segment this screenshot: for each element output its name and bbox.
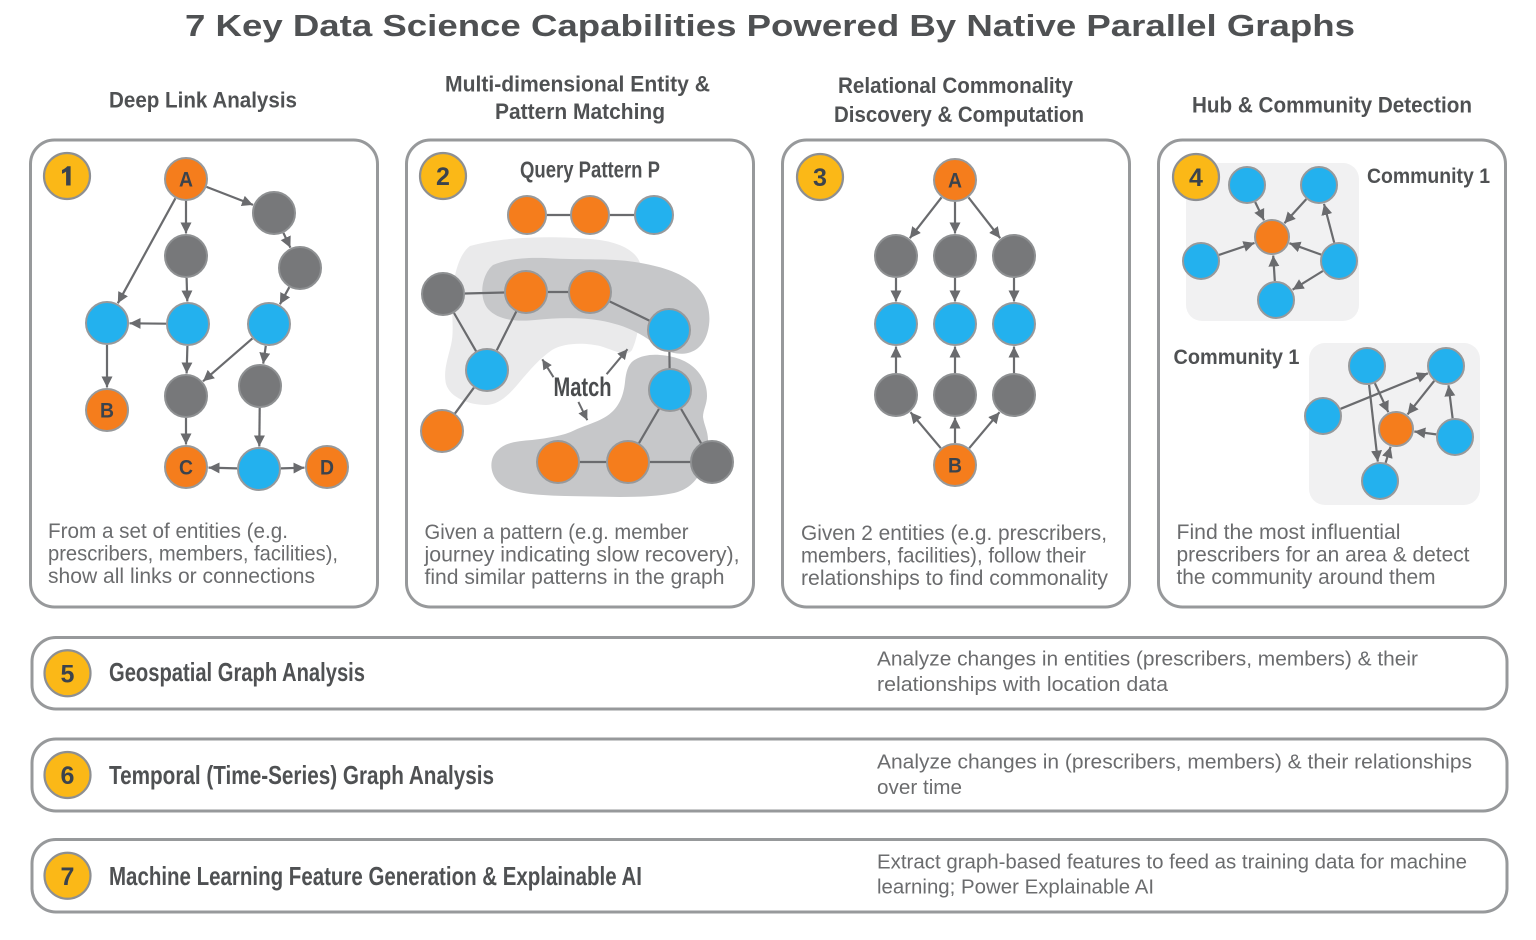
svg-text:B: B	[100, 400, 114, 423]
svg-text:Query Pattern P: Query Pattern P	[520, 157, 660, 183]
svg-text:C: C	[179, 457, 193, 480]
svg-text:Discovery & Computation: Discovery & Computation	[834, 102, 1084, 127]
svg-text:Extract graph-based features t: Extract graph-based features to feed as …	[877, 851, 1467, 874]
svg-text:Match: Match	[554, 372, 612, 402]
svg-text:From a set of entities (e.g.: From a set of entities (e.g.	[48, 520, 288, 543]
svg-text:Multi-dimensional Entity &: Multi-dimensional Entity &	[445, 72, 710, 97]
svg-text:3: 3	[813, 164, 827, 192]
svg-text:Pattern Matching: Pattern Matching	[495, 99, 665, 124]
svg-text:Relational Commonality: Relational Commonality	[838, 73, 1074, 98]
svg-text:5: 5	[61, 660, 75, 688]
svg-text:Community 1: Community 1	[1174, 346, 1300, 369]
svg-text:4: 4	[1189, 164, 1203, 192]
svg-text:7 Key Data Science Capabilitie: 7 Key Data Science Capabilities Powered …	[185, 8, 1355, 43]
svg-text:Machine Learning Feature Gener: Machine Learning Feature Generation & Ex…	[109, 861, 642, 891]
svg-text:Given a pattern (e.g. member: Given a pattern (e.g. member	[425, 521, 689, 544]
svg-text:Find the most influential: Find the most influential	[1177, 521, 1401, 544]
svg-text:show all links or connections: show all links or connections	[48, 565, 315, 588]
svg-text:prescribers for an area & det: prescribers for an area & detect	[1177, 544, 1470, 567]
svg-text:Hub & Community Detection: Hub & Community Detection	[1192, 93, 1472, 118]
svg-text:Community 1: Community 1	[1367, 165, 1490, 188]
svg-text:Analyze changes in (prescriber: Analyze changes in (prescribers, members…	[877, 751, 1472, 774]
svg-text:7: 7	[61, 863, 75, 891]
svg-text:D: D	[320, 457, 334, 480]
svg-text:relationships to find commonal: relationships to find commonality	[801, 567, 1108, 590]
svg-text:prescribers, members, faciliti: prescribers, members, facilities),	[48, 543, 338, 566]
svg-text:Analyze changes in entities (p: Analyze changes in entities (prescribers…	[877, 648, 1418, 671]
svg-text:2: 2	[436, 163, 450, 191]
svg-text:the community around them: the community around them	[1177, 566, 1436, 589]
svg-text:A: A	[179, 169, 193, 192]
svg-text:B: B	[948, 455, 962, 478]
svg-text:over time: over time	[877, 776, 962, 799]
svg-text:find similar patterns in the g: find similar patterns in the graph	[425, 566, 725, 589]
svg-text:Deep Link Analysis: Deep Link Analysis	[109, 88, 297, 113]
svg-text:relationships with location da: relationships with location data	[877, 673, 1169, 696]
svg-text:Given 2 entities (e.g. prescr: Given 2 entities (e.g. prescribers,	[801, 522, 1107, 545]
svg-text:6: 6	[61, 762, 75, 790]
svg-text:journey indicating slow recove: journey indicating slow recovery),	[423, 544, 739, 567]
svg-text:learning; Power Explainable AI: learning; Power Explainable AI	[877, 876, 1154, 899]
svg-text:A: A	[948, 170, 962, 193]
svg-text:members, facilities), follow t: members, facilities), follow their	[801, 545, 1086, 568]
svg-text:Geospatial Graph Analysis: Geospatial Graph Analysis	[109, 657, 365, 687]
svg-text:Temporal (Time-Series) Graph A: Temporal (Time-Series) Graph Analysis	[109, 760, 494, 790]
